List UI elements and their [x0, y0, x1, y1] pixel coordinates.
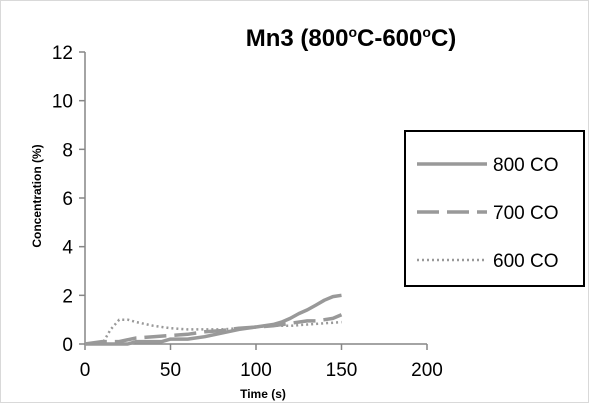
- series-line-3: [85, 318, 342, 346]
- chart-title: Mn3 (800oC-600oC): [246, 24, 457, 52]
- x-tick-label: 150: [326, 360, 358, 381]
- series-line-2: [84, 313, 343, 346]
- x-axis-ticks: 0 50 100 150 200: [80, 344, 443, 381]
- y-axis-title: Concentration (%): [30, 144, 44, 247]
- x-tick-label: 50: [160, 360, 181, 381]
- y-tick-label: 0: [62, 335, 73, 356]
- y-tick-label: 10: [52, 92, 73, 113]
- y-tick-label: 4: [62, 238, 73, 259]
- x-axis-title: Time (s): [240, 387, 286, 401]
- y-axis-ticks: 0 2 4 6 8 10 12: [52, 43, 85, 356]
- legend: 800 CO 700 CO 600 CO: [404, 130, 585, 287]
- x-tick-label: 0: [80, 360, 91, 381]
- legend-label-2: 700 CO: [493, 203, 558, 224]
- y-tick-label: 2: [62, 286, 73, 307]
- axes: [84, 52, 427, 345]
- x-tick-label: 200: [411, 360, 443, 381]
- y-tick-label: 12: [52, 43, 73, 64]
- x-tick-label: 100: [240, 360, 272, 381]
- legend-box: [404, 130, 585, 287]
- y-tick-label: 6: [62, 189, 73, 210]
- series-lines: [84, 293, 343, 346]
- legend-label-3: 600 CO: [493, 251, 558, 272]
- y-tick-label: 8: [62, 140, 73, 161]
- legend-label-1: 800 CO: [493, 155, 558, 176]
